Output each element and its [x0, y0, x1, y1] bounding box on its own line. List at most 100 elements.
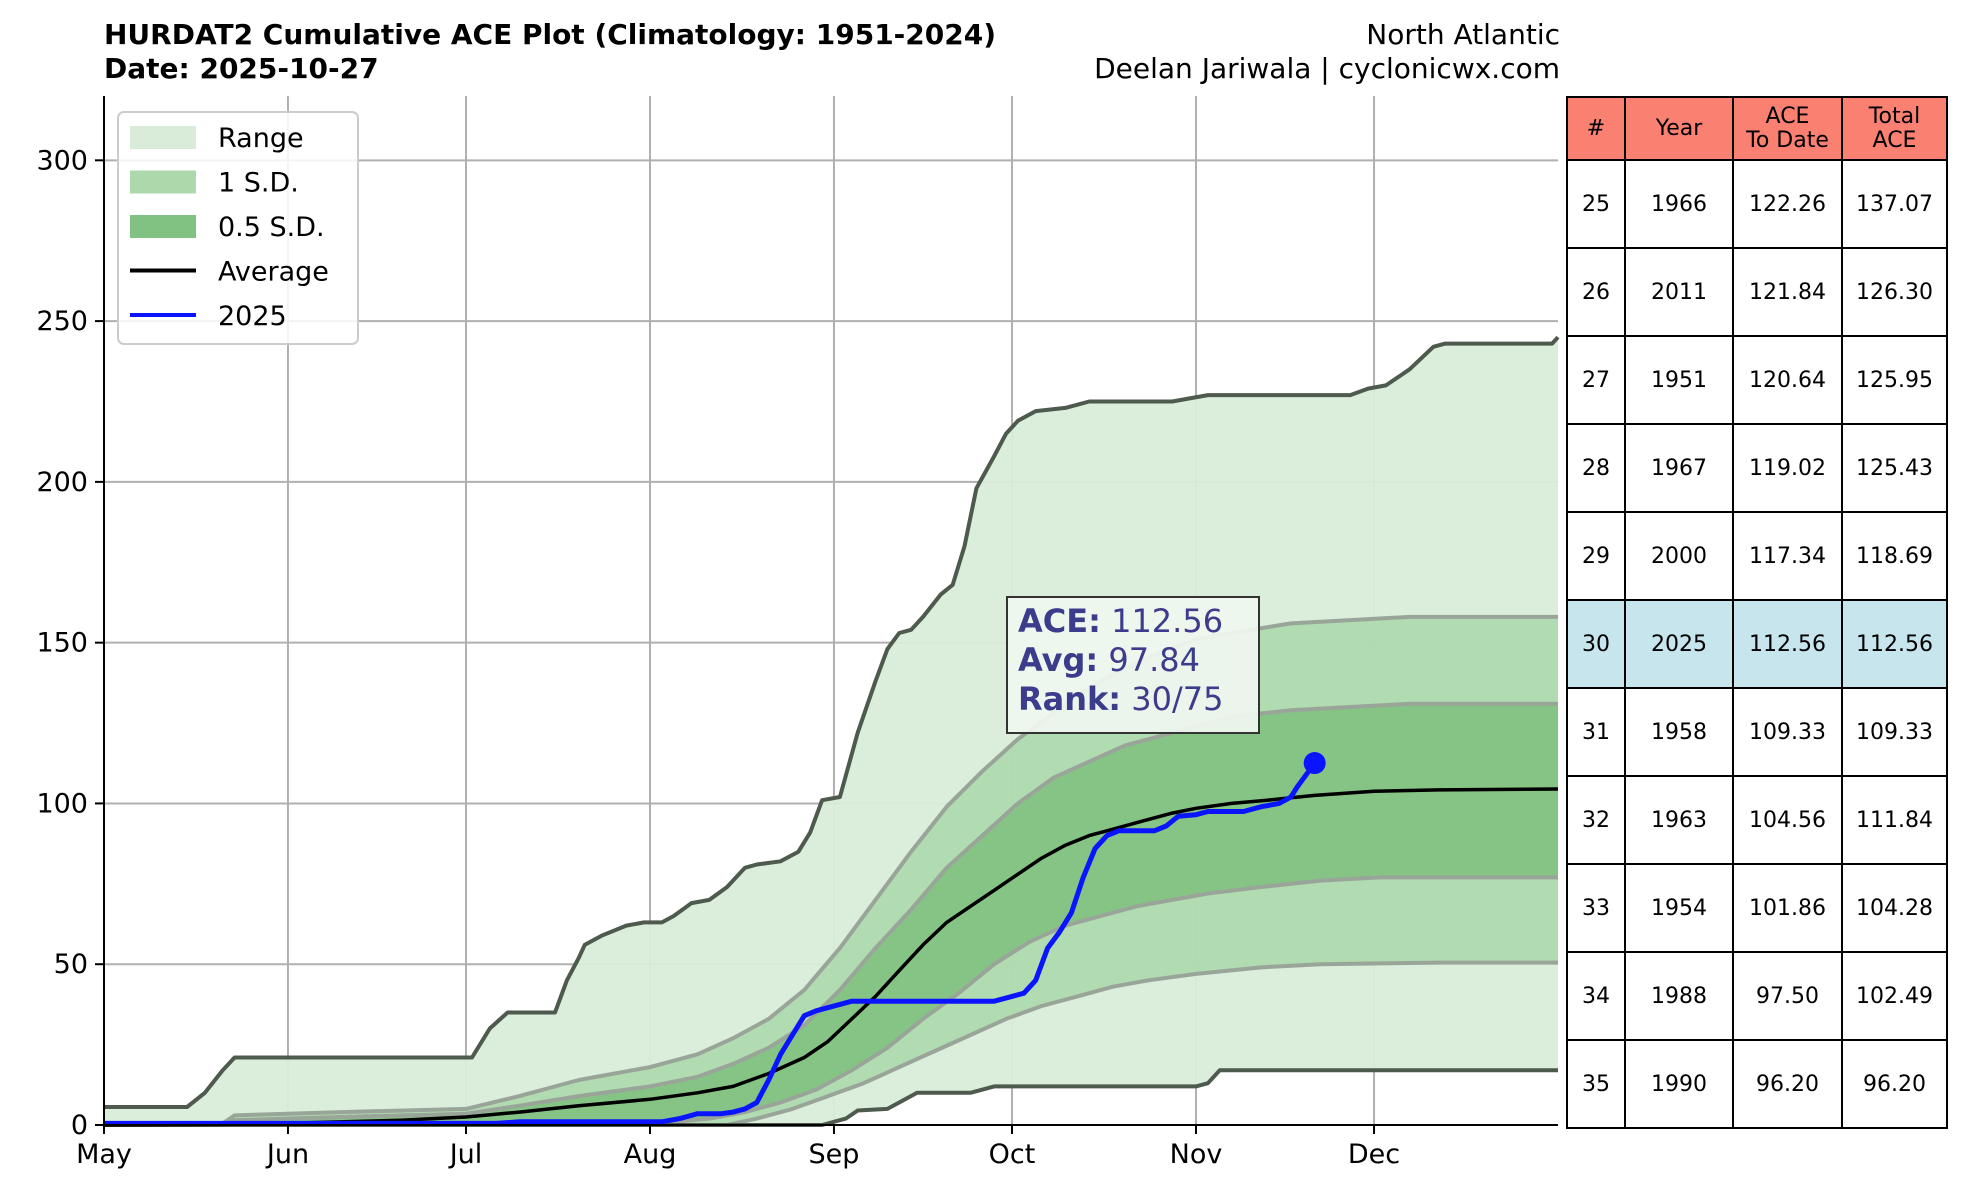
chart-title: HURDAT2 Cumulative ACE Plot (Climatology… [104, 18, 997, 51]
cell-total-ace: 111.84 [1841, 775, 1948, 865]
stats-rank-label: Rank: [1018, 680, 1122, 718]
x-tick-label: Nov [1170, 1139, 1223, 1170]
cell-year: 1966 [1624, 159, 1734, 249]
stats-avg-row: Avg: 97.84 [1018, 641, 1248, 680]
col-header-ace-to-date: ACE To Date [1732, 96, 1843, 161]
cell-ace-to-date: 121.84 [1732, 247, 1843, 337]
cell-rank: 35 [1566, 1039, 1626, 1129]
table-row: 28 1967 119.02 125.43 [1566, 423, 1948, 513]
cell-year: 2025 [1624, 599, 1734, 689]
cell-total-ace: 118.69 [1841, 511, 1948, 601]
legend-label: 1 S.D. [218, 168, 299, 199]
cell-year: 1963 [1624, 775, 1734, 865]
legend-label: 2025 [218, 301, 287, 332]
table-row: 27 1951 120.64 125.95 [1566, 335, 1948, 425]
cell-rank: 26 [1566, 247, 1626, 337]
cell-rank: 30 [1566, 599, 1626, 689]
y-tick-label: 300 [36, 145, 88, 176]
cell-year: 2000 [1624, 511, 1734, 601]
cell-rank: 27 [1566, 335, 1626, 425]
col-header-year: Year [1624, 96, 1734, 161]
cell-rank: 31 [1566, 687, 1626, 777]
table-row: 32 1963 104.56 111.84 [1566, 775, 1948, 865]
legend-box [117, 111, 359, 345]
x-tick-label: Aug [624, 1139, 677, 1170]
cell-rank: 32 [1566, 775, 1626, 865]
cell-total-ace: 109.33 [1841, 687, 1948, 777]
cell-ace-to-date: 101.86 [1732, 863, 1843, 953]
x-tick-label: Dec [1348, 1139, 1400, 1170]
table-row: 26 2011 121.84 126.30 [1566, 247, 1948, 337]
cell-ace-to-date: 112.56 [1732, 599, 1843, 689]
stats-avg-label: Avg: [1018, 641, 1099, 679]
cell-rank: 29 [1566, 511, 1626, 601]
table-row: 25 1966 122.26 137.07 [1566, 159, 1948, 249]
cell-rank: 25 [1566, 159, 1626, 249]
cell-ace-to-date: 119.02 [1732, 423, 1843, 513]
x-tick-label: Sep [809, 1139, 860, 1170]
chart-date: Date: 2025-10-27 [104, 52, 379, 85]
y-tick-label: 100 [36, 788, 88, 819]
cell-total-ace: 125.43 [1841, 423, 1948, 513]
cell-ace-to-date: 122.26 [1732, 159, 1843, 249]
average-line [103, 787, 1559, 1127]
ranking-table: # Year ACE To Date Total ACE 25 1966 122.26 1… [1566, 96, 1948, 1129]
cell-year: 1990 [1624, 1039, 1734, 1129]
stats-ace-label: ACE: [1018, 602, 1101, 640]
cell-total-ace: 137.07 [1841, 159, 1948, 249]
credit-label: Deelan Jariwala | cyclonicwx.com [1094, 52, 1560, 85]
legend-swatch [130, 215, 196, 238]
y-tick-label: 200 [36, 467, 88, 498]
table-row: 30 2025 112.56 112.56 [1566, 599, 1948, 689]
cell-year: 1954 [1624, 863, 1734, 953]
cell-year: 2011 [1624, 247, 1734, 337]
cell-rank: 28 [1566, 423, 1626, 513]
col-header-total-ace: Total ACE [1841, 96, 1948, 161]
cell-total-ace: 112.56 [1841, 599, 1948, 689]
cell-total-ace: 125.95 [1841, 335, 1948, 425]
sd1-lower-edge [104, 960, 1558, 1127]
table-row: 31 1958 109.33 109.33 [1566, 687, 1948, 777]
table-row: 29 2000 117.34 118.69 [1566, 511, 1948, 601]
y-tick-label: 150 [36, 628, 88, 659]
range-upper-edge [104, 335, 1560, 1109]
series-2025-line [104, 761, 1317, 1126]
cell-year: 1988 [1624, 951, 1734, 1041]
table-row: 33 1954 101.86 104.28 [1566, 863, 1948, 953]
stats-ace-row: ACE: 112.56 [1018, 602, 1248, 641]
col-header-rank: # [1566, 96, 1626, 161]
cell-ace-to-date: 120.64 [1732, 335, 1843, 425]
y-tick-label: 250 [36, 306, 88, 337]
cell-ace-to-date: 96.20 [1732, 1039, 1843, 1129]
cell-year: 1951 [1624, 335, 1734, 425]
basin-label: North Atlantic [1366, 18, 1560, 51]
stats-avg-value: 97.84 [1108, 641, 1200, 679]
cell-rank: 34 [1566, 951, 1626, 1041]
y-tick-label: 50 [54, 949, 88, 980]
cell-ace-to-date: 97.50 [1732, 951, 1843, 1041]
stats-ace-value: 112.56 [1111, 602, 1224, 640]
current-ace-marker [1303, 752, 1326, 775]
x-tick-label: Jun [265, 1139, 309, 1170]
table-row: 35 1990 96.20 96.20 [1566, 1039, 1948, 1129]
legend-label: 0.5 S.D. [218, 212, 325, 243]
range-lower-edge [104, 1068, 1558, 1127]
cell-ace-to-date: 109.33 [1732, 687, 1843, 777]
stats-box: ACE: 112.56 Avg: 97.84 Rank: 30/75 [1006, 596, 1260, 734]
x-tick-label: May [76, 1139, 132, 1170]
cell-year: 1967 [1624, 423, 1734, 513]
cell-total-ace: 104.28 [1841, 863, 1948, 953]
legend-label: Average [218, 257, 329, 288]
x-tick-label: Oct [989, 1139, 1036, 1170]
y-tick-label: 0 [71, 1110, 88, 1141]
table-row: 34 1988 97.50 102.49 [1566, 951, 1948, 1041]
cell-ace-to-date: 117.34 [1732, 511, 1843, 601]
cell-rank: 33 [1566, 863, 1626, 953]
cell-ace-to-date: 104.56 [1732, 775, 1843, 865]
cell-total-ace: 126.30 [1841, 247, 1948, 337]
stats-rank-row: Rank: 30/75 [1018, 680, 1248, 719]
legend-swatch [130, 170, 196, 194]
cell-total-ace: 96.20 [1841, 1039, 1948, 1129]
x-tick-label: Jul [448, 1139, 483, 1170]
